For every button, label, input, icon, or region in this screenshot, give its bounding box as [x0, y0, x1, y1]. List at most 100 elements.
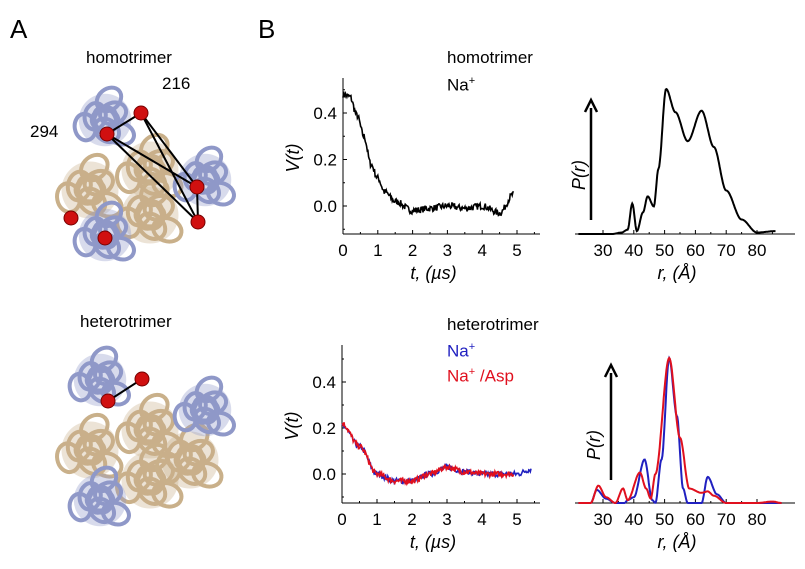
top-condition-text: Na: [447, 75, 469, 95]
y-axis-label: V(t): [282, 412, 302, 441]
helix: [94, 200, 124, 229]
legend-na: Na+: [447, 341, 475, 362]
tan-subunit: [115, 392, 184, 459]
x-axis-label: t, (µs): [410, 263, 456, 283]
x-tick-label: 80: [748, 510, 767, 529]
residue-294-label: 294: [30, 122, 59, 141]
y-tick-label: 0.4: [313, 104, 337, 123]
legend-na-text: Na: [447, 341, 469, 361]
top-title: homotrimer: [447, 48, 533, 67]
helix: [139, 177, 170, 208]
series-line-naasp: [341, 422, 515, 487]
x-tick-label: 4: [477, 241, 486, 260]
y-tick-label: 0.4: [312, 373, 336, 392]
legend-na-asp-sup: +: [468, 366, 476, 378]
tan-subunit: [55, 412, 124, 479]
distance-line: [140, 112, 199, 223]
panel-label-b: B: [258, 14, 276, 44]
series-line-trace: [342, 90, 515, 217]
distance-line: [140, 112, 198, 188]
x-tick-label: 5: [512, 510, 521, 529]
series-line-trace: [578, 87, 776, 235]
tan-subunit: [155, 422, 224, 489]
spin-label-sphere: [97, 230, 113, 246]
blue-subunit: [72, 85, 136, 147]
homotrimer-structure-label: homotrimer: [86, 48, 172, 67]
legend-na-asp: Na+ /Asp: [447, 366, 514, 387]
spin-label-sphere: [190, 214, 206, 230]
subunit-body: [178, 383, 232, 437]
x-tick-label: 30: [594, 241, 613, 260]
panel-label-a: A: [10, 14, 28, 44]
helix: [205, 410, 236, 437]
y-axis-label: P(r): [584, 430, 604, 460]
helix: [94, 85, 124, 114]
x-tick-label: 2: [407, 510, 416, 529]
y-tick-label: 0.2: [312, 419, 336, 438]
x-tick-label: 50: [655, 241, 674, 260]
tan-subunit: [115, 177, 184, 244]
blue-subunit: [172, 145, 236, 207]
subunit-body: [178, 153, 232, 207]
tan-subunit: [115, 442, 184, 509]
chart-3: 0 1 2 3 4 5 0.0 0.2 0.4 t, (µs) V(t): [282, 345, 540, 552]
subunit-body: [121, 186, 179, 244]
chart-4: 30 40 50 60 70 80 r, (Å) P(r): [575, 355, 795, 552]
helix: [79, 412, 110, 443]
helix: [89, 345, 119, 374]
legend-na-asp-suffix: /Asp: [475, 366, 514, 386]
top-condition-sup: +: [468, 75, 476, 87]
subunit-body: [78, 93, 132, 147]
series-line-na: [578, 355, 782, 504]
x-tick-label: 30: [594, 510, 613, 529]
x-tick-label: 70: [717, 510, 736, 529]
subunit-body: [121, 401, 179, 459]
helix: [191, 461, 224, 489]
x-axis-label: r, (Å): [658, 263, 697, 283]
helix: [139, 132, 170, 163]
subunit-body: [161, 431, 219, 489]
legend-na-asp-text: Na: [447, 366, 469, 386]
y-arrow-head: [583, 97, 599, 113]
top-condition: Na+: [447, 75, 475, 96]
helix: [139, 392, 170, 423]
x-tick-label: 1: [373, 241, 382, 260]
x-tick-label: 60: [686, 510, 705, 529]
x-tick-label: 4: [477, 510, 486, 529]
subunit-body: [73, 473, 127, 527]
x-tick-label: 2: [408, 241, 417, 260]
y-arrow-head: [603, 362, 619, 378]
distance-line: [106, 133, 198, 188]
x-axis-label: r, (Å): [658, 532, 697, 552]
spin-label-sphere: [100, 393, 116, 409]
residue-216-label: 216: [162, 74, 191, 93]
helix: [194, 375, 224, 404]
x-tick-label: 1: [372, 510, 381, 529]
helix: [151, 481, 184, 509]
x-tick-label: 0: [337, 510, 346, 529]
helix: [205, 180, 236, 207]
helix: [79, 152, 110, 183]
legend-na-sup: +: [468, 341, 476, 353]
y-tick-label: 0.0: [313, 197, 337, 216]
x-tick-label: 3: [442, 510, 451, 529]
x-tick-label: 40: [624, 241, 643, 260]
blue-subunit: [67, 465, 131, 527]
x-tick-label: 0: [338, 241, 347, 260]
helix: [151, 216, 184, 244]
spin-label-sphere: [134, 371, 150, 387]
blue-subunit: [67, 345, 131, 407]
x-tick-label: 3: [443, 241, 452, 260]
helix: [194, 145, 224, 174]
y-axis-label: P(r): [569, 160, 589, 190]
helix: [100, 500, 131, 527]
subunit-body: [61, 421, 119, 479]
x-tick-label: 5: [512, 241, 521, 260]
spin-label-sphere: [99, 126, 115, 142]
x-tick-label: 40: [624, 510, 643, 529]
x-tick-label: 80: [748, 241, 767, 260]
spin-label-sphere: [189, 179, 205, 195]
spin-label-sphere: [133, 105, 149, 121]
